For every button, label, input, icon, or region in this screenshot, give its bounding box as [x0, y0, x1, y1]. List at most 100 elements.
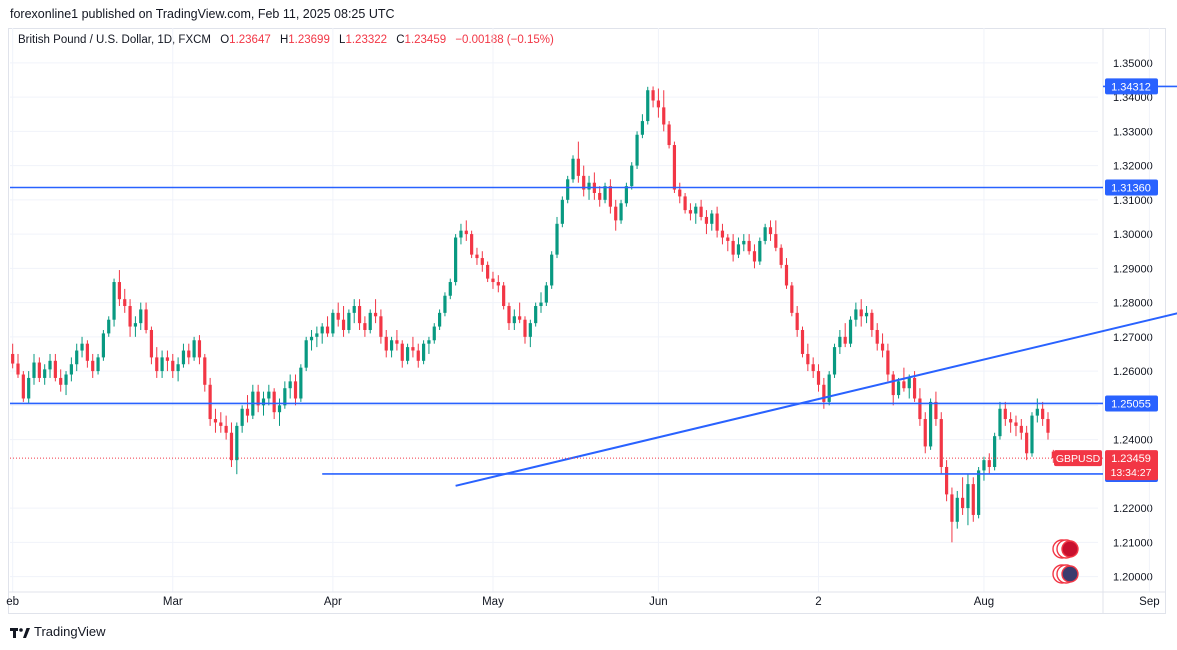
legend-open-value: 1.23647	[229, 34, 271, 46]
candle-body	[1035, 408, 1039, 416]
candle-body	[304, 340, 308, 368]
candle-body	[923, 419, 927, 447]
candle-body	[747, 240, 751, 252]
candle-body	[155, 357, 159, 372]
candle-body	[672, 145, 677, 190]
candle-body	[715, 213, 719, 231]
candle-body	[59, 377, 63, 385]
candle-body	[784, 264, 789, 286]
candle-body	[21, 374, 25, 399]
candle-body	[902, 381, 906, 389]
gbp-flag-icon-face	[1061, 540, 1079, 558]
candle-body	[352, 306, 356, 313]
candle-body	[555, 223, 559, 255]
candle-body	[496, 282, 500, 286]
candle-body	[854, 309, 858, 320]
candle-body	[864, 312, 869, 317]
candle-body	[667, 124, 671, 146]
candle-body	[1003, 408, 1007, 420]
candle-body	[464, 230, 468, 235]
candle-body	[656, 100, 661, 108]
candle-body	[416, 350, 420, 361]
candle-body	[635, 134, 639, 166]
y-tick-label: 1.20000	[1113, 572, 1153, 584]
candle-body	[160, 357, 164, 372]
candle-body	[245, 408, 250, 416]
candle-body	[678, 189, 682, 197]
symbol-tag-bg	[1054, 450, 1102, 467]
x-tick-label: eb	[6, 596, 19, 608]
candle-body	[822, 384, 826, 402]
candle-body	[117, 282, 122, 300]
candle-body	[774, 234, 778, 248]
candle-body	[571, 158, 575, 180]
last-price-label-bg	[1105, 450, 1158, 481]
y-tick-label: 1.24000	[1113, 435, 1153, 447]
candle-body	[411, 347, 415, 351]
candle-body	[470, 234, 474, 255]
candle-body	[875, 329, 879, 344]
candle-body	[181, 350, 186, 365]
candle-body	[961, 497, 965, 509]
candle-body	[907, 377, 911, 389]
candle-body	[11, 353, 15, 364]
footer-brand-label: TradingView	[34, 624, 106, 639]
candle-body	[363, 323, 367, 330]
candle-body	[486, 264, 490, 279]
symbol-tag: GBPUSD	[1056, 453, 1101, 465]
candle-body	[288, 381, 292, 389]
trend-line	[455, 312, 1177, 487]
candle-body	[614, 206, 618, 221]
candle-body	[277, 405, 282, 413]
candle-body	[523, 319, 527, 337]
horizontal-line-price-label-bg	[1105, 78, 1158, 95]
candle-body	[1025, 432, 1029, 454]
candle-body	[16, 363, 20, 375]
candle-body	[112, 282, 116, 320]
horizontal-line-price-label-bg	[1105, 179, 1158, 196]
y-tick-label: 1.21000	[1113, 537, 1153, 549]
candle-body	[1046, 419, 1050, 433]
candle-body	[1019, 425, 1023, 433]
candle-body	[320, 326, 324, 334]
y-tick-label: 1.22000	[1113, 503, 1153, 515]
candle-body	[880, 343, 885, 351]
candle-body	[630, 165, 634, 187]
candle-body	[544, 285, 548, 303]
candle-body	[752, 251, 757, 262]
candle-body	[272, 391, 276, 413]
candle-body	[966, 484, 970, 509]
candle-body	[662, 107, 666, 125]
candle-body	[421, 343, 426, 361]
candle-body	[203, 357, 207, 385]
candle-body	[229, 432, 234, 461]
candle-body	[790, 285, 794, 313]
candle-body	[315, 333, 319, 337]
candle-body	[101, 333, 105, 358]
candle-body	[213, 419, 218, 423]
candle-body	[528, 323, 532, 337]
candle-body	[768, 227, 773, 235]
candle-body	[491, 278, 495, 283]
legend-high-label: H	[279, 34, 289, 46]
legend-close-value: 1.23459	[404, 34, 447, 46]
candle-body	[955, 497, 959, 522]
candle-body	[395, 340, 399, 344]
candle-body	[720, 230, 725, 238]
x-tick-label: Sep	[1139, 596, 1159, 608]
candle-body	[43, 369, 47, 378]
candle-body	[379, 316, 383, 337]
candle-body	[400, 343, 404, 361]
candle-body	[896, 381, 901, 396]
candle-body	[993, 436, 997, 467]
horizontal-line-price-label: 1.31360	[1111, 183, 1151, 195]
y-tick-label: 1.34000	[1113, 92, 1153, 104]
candle-body	[267, 391, 271, 399]
legend-symbol[interactable]: British Pound / U.S. Dollar, 1D, FXCM	[18, 34, 212, 46]
x-tick-label: May	[482, 596, 504, 608]
footer-brand[interactable]: TradingView	[10, 624, 106, 639]
candle-body	[91, 360, 95, 372]
x-tick-label: Mar	[163, 596, 183, 608]
candle-body	[85, 343, 89, 361]
